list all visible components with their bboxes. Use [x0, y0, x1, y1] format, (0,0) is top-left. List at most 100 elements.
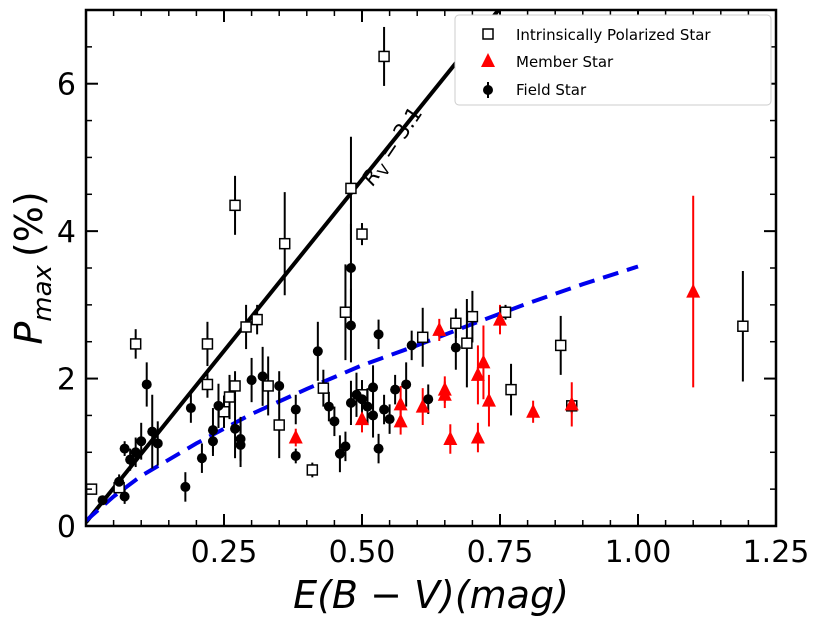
axis-titles: E(B − V)(mag) Pmax (%) [7, 191, 569, 617]
data-point-field [196, 453, 207, 464]
data-point-field [207, 425, 218, 436]
legend-label-field: Field Star [516, 81, 587, 99]
data-point-intrinsic [223, 391, 236, 403]
data-point-field [257, 371, 268, 382]
data-point-field [207, 436, 218, 447]
legend: Intrinsically Polarized Star Member Star… [454, 14, 772, 106]
data-point-intrinsic [416, 331, 429, 344]
legend-circle-marker [483, 85, 493, 95]
data-point-field [97, 495, 108, 506]
data-point-field [290, 404, 301, 415]
y-axis-title: Pmax (%) [7, 191, 58, 344]
data-point-field [329, 416, 340, 427]
data-point-intrinsic [505, 383, 517, 396]
data-point-member [686, 283, 701, 298]
data-point-field [357, 394, 367, 405]
data-point-field [362, 401, 373, 412]
data-point-field [119, 491, 130, 502]
data-point-field [312, 346, 323, 357]
data-point-field [368, 410, 379, 421]
x-tick-label: 1.00 [605, 535, 672, 570]
data-point-intrinsic [461, 337, 473, 349]
data-point-intrinsic [129, 338, 142, 350]
x-tick-label: 0.75 [467, 535, 534, 570]
data-point-field [390, 384, 401, 395]
data-point-intrinsic [450, 317, 462, 330]
data-point-intrinsic [499, 306, 512, 318]
tick-labels: 0.25 0.50 0.75 1.00 1.25 0 2 4 6 [57, 68, 809, 570]
data-point-intrinsic [240, 321, 252, 333]
data-point-field [185, 403, 196, 414]
data-point-field [114, 476, 125, 487]
data-point-field [323, 401, 334, 412]
data-point-field [235, 434, 246, 445]
legend-label-member: Member Star [516, 53, 614, 71]
x-tick-label: 0.50 [329, 535, 396, 570]
data-point-member [476, 354, 491, 369]
data-point-member [437, 381, 452, 396]
data-point-member [393, 396, 408, 411]
data-point-field [274, 380, 285, 391]
data-point-member [481, 392, 496, 407]
y-axis-title-unit: (%) [7, 191, 51, 257]
fit-line-rv-3-1 [86, 10, 502, 524]
data-point-intrinsic [317, 382, 330, 394]
fit-line-dashed [86, 264, 639, 523]
data-point-member [432, 321, 447, 336]
data-point-intrinsic [278, 237, 291, 250]
data-point-field [334, 448, 345, 459]
y-axis-title-sub: max [28, 264, 58, 321]
data-point-member [443, 431, 458, 446]
data-point-field [246, 375, 257, 386]
data-point-field [119, 443, 130, 454]
fit-lines [86, 10, 639, 524]
data-point-intrinsic [262, 380, 274, 392]
data-point-field [152, 438, 163, 449]
data-point-field [130, 447, 141, 458]
legend-item-field: Field Star [483, 81, 587, 99]
data-point-member [393, 413, 408, 428]
data-point-field [345, 397, 356, 408]
y-tick-label: 6 [57, 68, 76, 103]
legend-item-member: Member Star [481, 53, 614, 71]
data-point-field [379, 404, 390, 415]
data-point-intrinsic [356, 228, 368, 240]
x-tick-label: 0.25 [191, 535, 258, 570]
data-point-field [141, 379, 152, 390]
y-tick-label: 2 [57, 363, 76, 398]
data-point-member [355, 411, 369, 426]
data-point-field [368, 382, 379, 393]
data-point-member [470, 366, 485, 381]
data-point-field [147, 426, 158, 437]
data-point-field [290, 450, 301, 461]
data-point-intrinsic [273, 419, 285, 431]
y-tick-label: 4 [57, 215, 76, 250]
data-point-intrinsic [229, 380, 241, 392]
data-point-field [373, 329, 384, 340]
data-markers [85, 50, 749, 506]
data-point-field [136, 436, 147, 447]
data-point-field [450, 342, 461, 353]
x-tick-label: 1.25 [743, 535, 810, 570]
data-point-intrinsic [251, 313, 263, 326]
data-point-field [401, 379, 412, 390]
data-point-field [180, 481, 191, 492]
data-point-intrinsic [378, 50, 390, 63]
data-point-member [564, 396, 579, 411]
y-axis-title-main: P [7, 322, 51, 345]
legend-label-intrinsic: Intrinsically Polarized Star [516, 26, 711, 44]
data-point-field [340, 441, 351, 452]
data-point-member [415, 398, 430, 413]
data-point-member [288, 429, 303, 444]
legend-box [454, 14, 772, 106]
data-point-intrinsic [229, 199, 241, 212]
data-point-intrinsic [201, 338, 214, 350]
legend-item-intrinsic: Intrinsically Polarized Star [482, 26, 711, 44]
data-point-intrinsic [737, 320, 749, 332]
data-point-field [230, 423, 241, 434]
data-point-member [526, 403, 541, 418]
data-point-field [345, 263, 356, 273]
data-point-intrinsic [218, 405, 230, 418]
data-point-intrinsic [466, 310, 479, 323]
